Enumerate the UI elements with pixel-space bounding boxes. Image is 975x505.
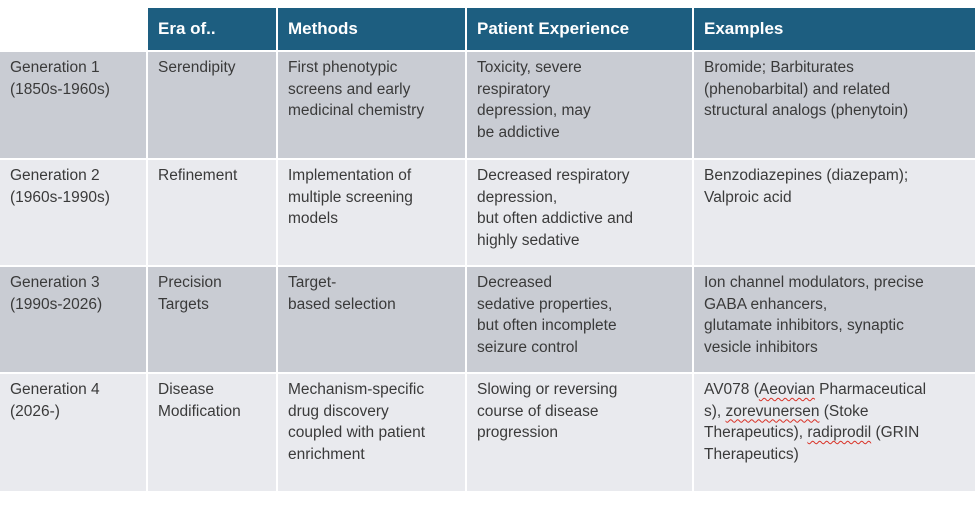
column-header-patient-experience: Patient Experience xyxy=(467,8,692,50)
cell-gen1-patient-experience: Toxicity, severe respiratory depression,… xyxy=(467,52,692,158)
cell-gen4-examples: AV078 (Aeovian Pharmaceutical s), zorevu… xyxy=(694,374,975,491)
cell-gen3-methods: Target- based selection xyxy=(278,267,465,372)
cell-gen2-examples: Benzodiazepines (diazepam); Valproic aci… xyxy=(694,160,975,265)
cell-gen1-methods: First phenotypic screens and early medic… xyxy=(278,52,465,158)
spellcheck-word: zorevunersen xyxy=(725,402,820,420)
column-header-examples: Examples xyxy=(694,8,975,50)
row-header-generation-2: Generation 2 (1960s-1990s) xyxy=(0,160,146,265)
column-header-era: Era of.. xyxy=(148,8,276,50)
row-header-generation-1: Generation 1 (1850s-1960s) xyxy=(0,52,146,158)
cell-gen3-examples: Ion channel modulators, precise GABA enh… xyxy=(694,267,975,372)
cell-gen4-era: Disease Modification xyxy=(148,374,276,491)
cell-gen2-era: Refinement xyxy=(148,160,276,265)
cell-gen2-methods: Implementation of multiple screening mod… xyxy=(278,160,465,265)
row-header-generation-4: Generation 4 (2026-) xyxy=(0,374,146,491)
corner-cell xyxy=(0,8,146,50)
drug-generations-table: Era of.. Methods Patient Experience Exam… xyxy=(0,8,975,491)
row-header-generation-3: Generation 3 (1990s-2026) xyxy=(0,267,146,372)
cell-gen1-examples: Bromide; Barbiturates (phenobarbital) an… xyxy=(694,52,975,158)
cell-gen4-patient-experience: Slowing or reversing course of disease p… xyxy=(467,374,692,491)
cell-gen1-era: Serendipity xyxy=(148,52,276,158)
spellcheck-word: radiprodil xyxy=(807,424,872,441)
cell-gen3-era: Precision Targets xyxy=(148,267,276,372)
cell-gen3-patient-experience: Decreased sedative properties, but often… xyxy=(467,267,692,372)
spellcheck-word: Aeovian xyxy=(758,381,815,398)
cell-gen4-methods: Mechanism-specific drug discovery couple… xyxy=(278,374,465,491)
cell-gen2-patient-experience: Decreased respiratory depression, but of… xyxy=(467,160,692,265)
column-header-methods: Methods xyxy=(278,8,465,50)
